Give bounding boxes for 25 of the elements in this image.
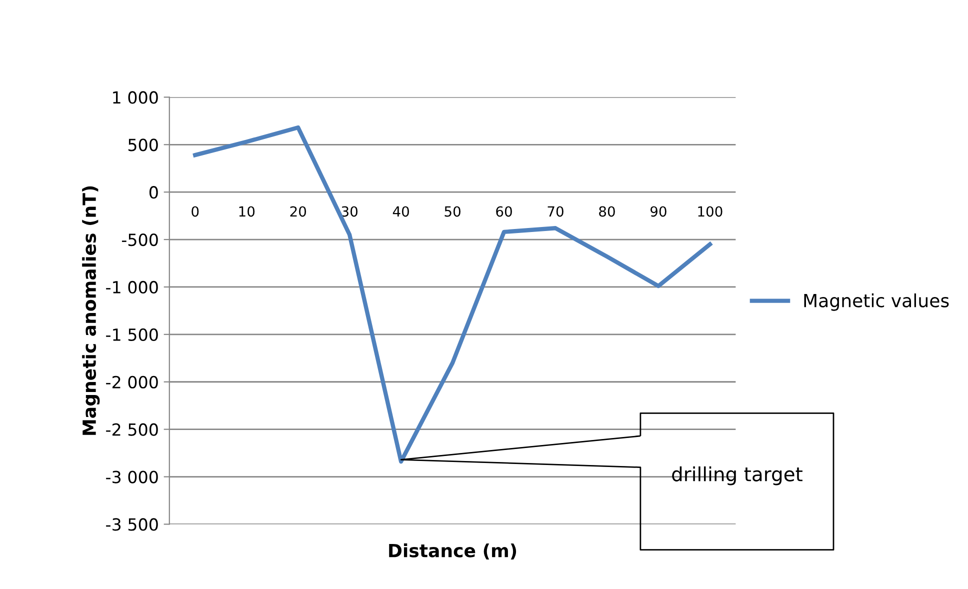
x-tick-label: 90 [650, 206, 666, 217]
y-tick-label: -3 500 [106, 518, 158, 531]
y-axis-title: Magnetic anomalies (nT) [82, 186, 100, 435]
x-tick-label: 40 [392, 206, 409, 217]
x-axis-title: Distance (m) [389, 543, 516, 560]
y-tick-label: -3 000 [106, 470, 158, 484]
y-tick-label: -500 [122, 233, 158, 246]
x-tick-label: 50 [444, 206, 460, 217]
x-tick-label: 30 [342, 206, 358, 217]
x-tick-label: 100 [698, 206, 722, 217]
x-tick-label: 70 [548, 206, 564, 217]
legend-label: Magnetic values [804, 293, 949, 311]
y-tick-label: -2 000 [106, 376, 158, 388]
y-tick-label: 0 [149, 186, 158, 199]
x-tick-label: 20 [290, 206, 306, 217]
y-tick-label: -2 500 [106, 423, 158, 436]
y-tick-label: 500 [128, 138, 158, 152]
x-tick-label: 10 [239, 206, 255, 217]
annotation: drilling target [672, 466, 802, 486]
x-tick-label: 0 [192, 206, 199, 217]
y-tick-label: -1 500 [106, 328, 158, 341]
y-tick-label: -1 000 [106, 280, 158, 294]
x-tick-label: 80 [599, 206, 615, 217]
x-tick-label: 60 [496, 206, 512, 217]
y-tick-label: 1 000 [113, 91, 158, 104]
